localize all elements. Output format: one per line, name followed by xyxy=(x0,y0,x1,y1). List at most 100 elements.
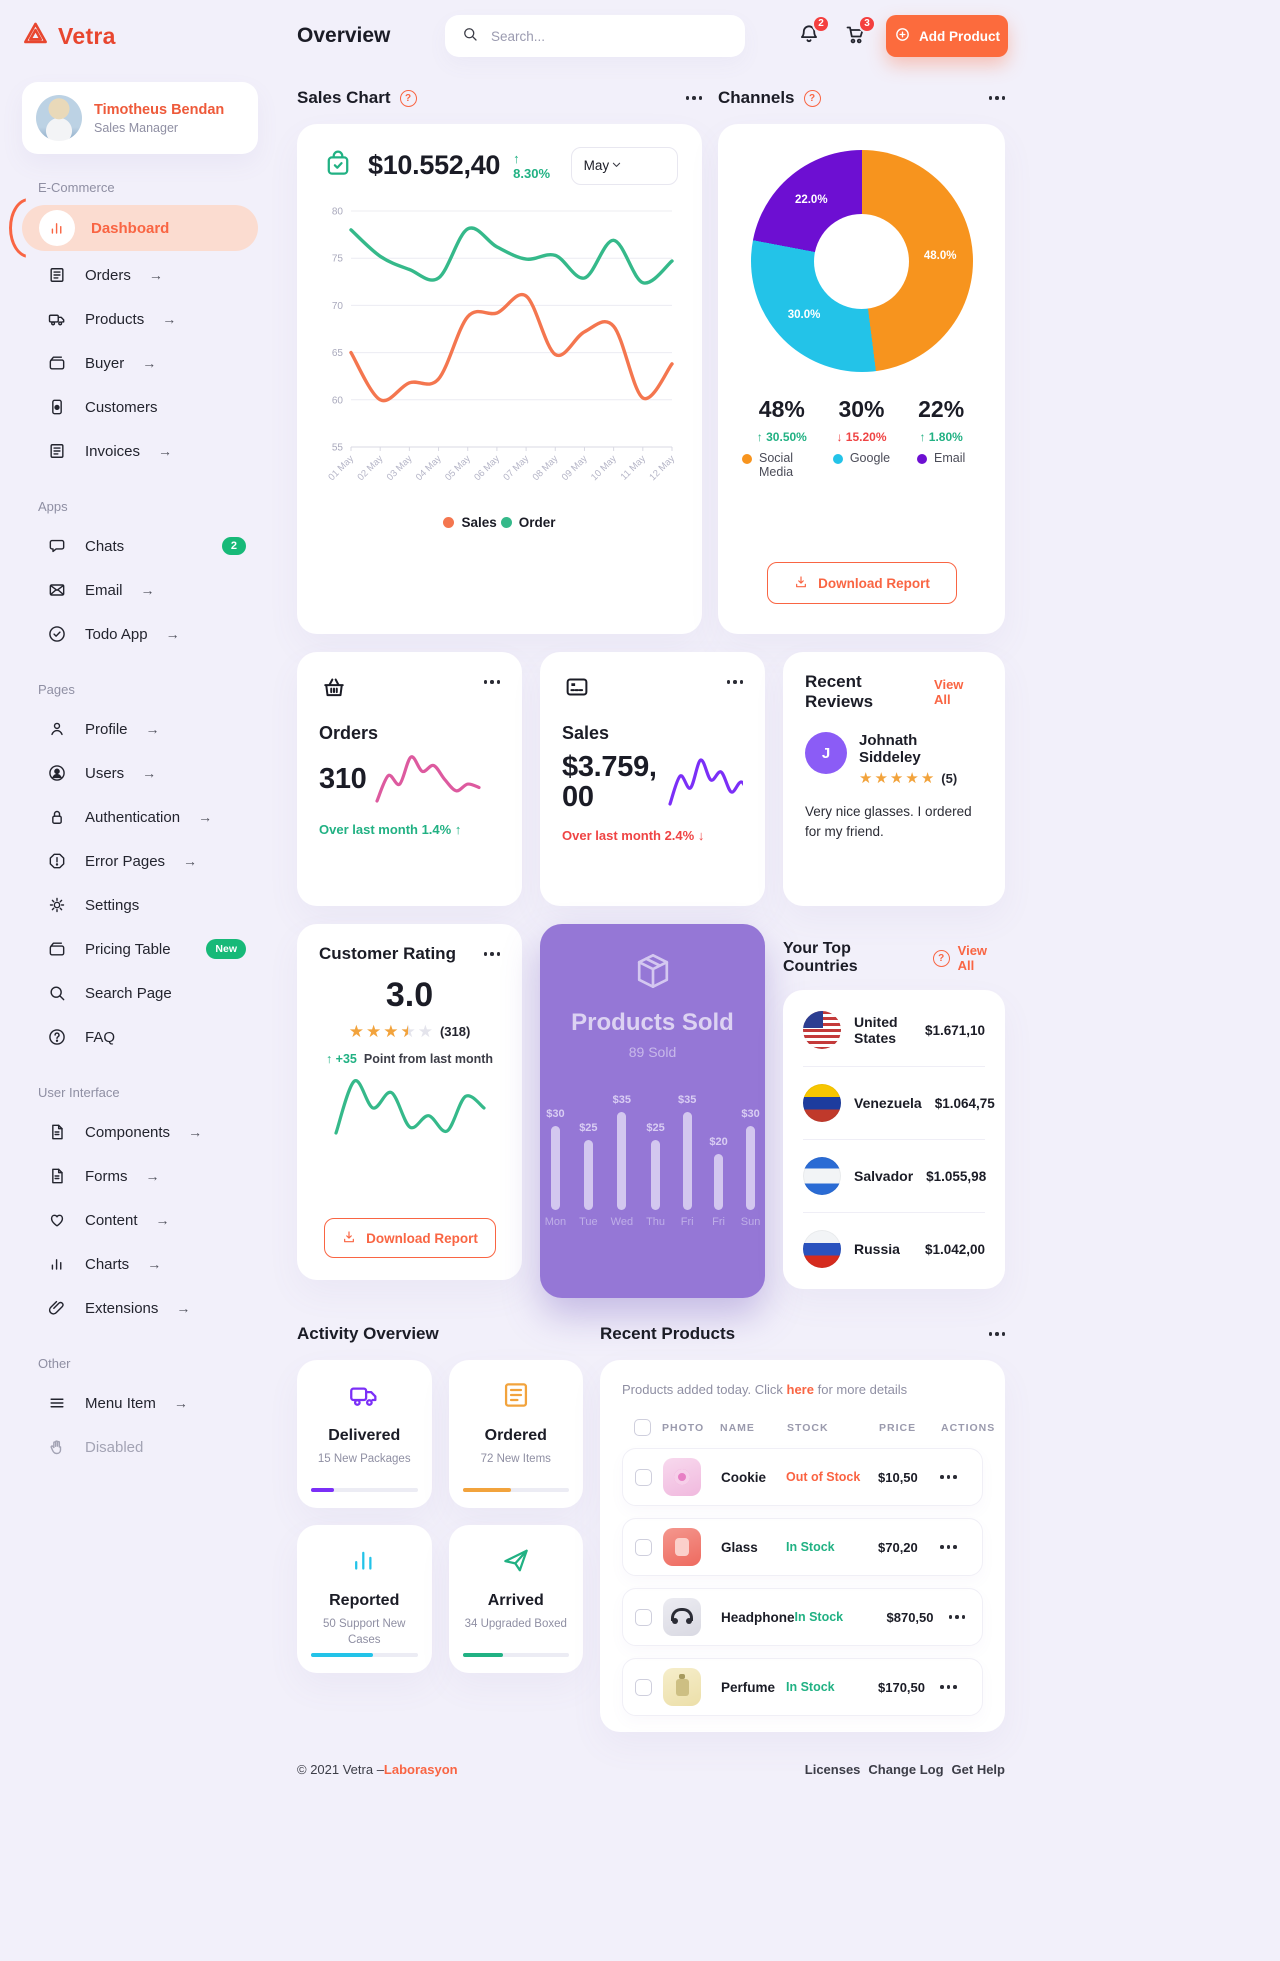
recent-products-title: Recent Products xyxy=(600,1324,736,1343)
help-icon[interactable]: ? xyxy=(803,89,821,107)
footer-link-licenses[interactable]: Licenses xyxy=(804,1762,861,1777)
products-sold-bar-chart: $30 Mon $25 Tue $35 Wed $25 Thu $35 Fri $20 Fri $30 S… xyxy=(545,1078,761,1228)
sidebar-item-orders[interactable]: Orders → xyxy=(22,253,258,297)
search-input[interactable] xyxy=(491,28,729,44)
bars-icon xyxy=(45,1254,69,1274)
more-menu[interactable] xyxy=(685,96,702,100)
table-row[interactable]: Cookie Out of Stock $10,50 xyxy=(622,1448,983,1506)
sidebar-item-profile[interactable]: Profile → xyxy=(22,707,258,751)
star-icon: ★ xyxy=(920,770,935,787)
row-checkbox[interactable] xyxy=(635,1678,652,1696)
bar-column: $25 Tue xyxy=(579,1122,598,1228)
more-menu[interactable] xyxy=(940,1545,970,1549)
brand-logo[interactable]: Vetra xyxy=(0,20,297,52)
top-countries-card: United States $1.671,10 Venezuela $1.064,75… xyxy=(783,990,1005,1289)
more-menu[interactable] xyxy=(940,1475,970,1479)
sidebar-item-email[interactable]: Email → xyxy=(22,568,258,612)
month-select[interactable]: May xyxy=(570,146,678,185)
sidebar-item-faq[interactable]: FAQ xyxy=(22,1015,258,1059)
country-row[interactable]: Venezuela $1.064,75 xyxy=(803,1067,995,1140)
sidebar-item-products[interactable]: Products → xyxy=(22,297,258,341)
sidebar-item-content[interactable]: Content → xyxy=(22,1198,258,1242)
reviews-view-all-link[interactable]: View All xyxy=(934,677,964,707)
more-menu[interactable] xyxy=(483,952,500,956)
sidebar-item-menu-item[interactable]: Menu Item → xyxy=(22,1381,258,1425)
table-row[interactable]: Glass In Stock $70,20 xyxy=(622,1518,983,1576)
footer-link-change-log[interactable]: Change Log xyxy=(868,1762,944,1777)
select-all-checkbox[interactable] xyxy=(634,1419,651,1436)
orders-title: Orders xyxy=(319,723,379,743)
table-row[interactable]: Perfume In Stock $170,50 xyxy=(622,1658,983,1716)
sidebar-item-chats[interactable]: Chats 2 xyxy=(22,524,258,568)
svg-text:05 May: 05 May xyxy=(443,453,473,483)
user-card[interactable]: Timotheus Bendan Sales Manager xyxy=(22,82,258,154)
sales-chart-header: Sales Chart ? xyxy=(297,88,702,108)
row-checkbox[interactable] xyxy=(635,1468,652,1486)
sidebar-item-todo-app[interactable]: Todo App → xyxy=(22,612,258,656)
product-name: Glass xyxy=(721,1539,758,1555)
star-icon: ★★ xyxy=(400,1022,416,1041)
arrow-icon: → xyxy=(145,1168,160,1184)
notifications-button[interactable]: 2 xyxy=(797,14,830,51)
sales-amount: $10.552,40 xyxy=(368,150,501,180)
sidebar-item-users[interactable]: Users → xyxy=(22,751,258,795)
sidebar-item-settings[interactable]: Settings xyxy=(22,883,258,927)
sidebar-item-label: Search Page xyxy=(85,984,172,1002)
sidebar-item-forms[interactable]: Forms → xyxy=(22,1154,258,1198)
help-icon[interactable]: ? xyxy=(932,949,950,967)
download-report-button[interactable]: Download Report xyxy=(323,1218,496,1258)
row-checkbox[interactable] xyxy=(635,1608,652,1626)
us-flag-icon xyxy=(803,1011,841,1049)
more-menu[interactable] xyxy=(726,680,743,684)
sidebar-item-dashboard[interactable]: Dashboard xyxy=(22,205,258,251)
more-menu[interactable] xyxy=(988,1332,1005,1336)
progress-bar xyxy=(311,1653,418,1657)
download-report-button[interactable]: Download Report xyxy=(766,562,957,604)
more-menu[interactable] xyxy=(483,680,500,684)
bar-value-label: $35 xyxy=(678,1094,697,1106)
sidebar-item-extensions[interactable]: Extensions → xyxy=(22,1286,258,1330)
add-product-button[interactable]: Add Product xyxy=(886,15,1008,57)
row-checkbox[interactable] xyxy=(635,1538,652,1556)
truck-icon xyxy=(45,309,69,329)
footer-link-get-help[interactable]: Get Help xyxy=(951,1762,1005,1777)
sidebar-item-customers[interactable]: Customers xyxy=(22,385,258,429)
cart-button[interactable]: 3 xyxy=(843,14,876,51)
country-row[interactable]: Salvador $1.055,98 xyxy=(803,1140,986,1213)
svg-text:08 May: 08 May xyxy=(531,453,561,483)
sidebar-item-pricing-table[interactable]: Pricing Table New xyxy=(22,927,258,971)
arrow-icon: → xyxy=(183,853,198,869)
channels-stats: 48% ↑ 30.50% Social Media 30% ↓ 15.20% Google… xyxy=(742,396,981,479)
sidebar-item-authentication[interactable]: Authentication → xyxy=(22,795,258,839)
channel-delta: ↑ 30.50% xyxy=(756,430,807,444)
bar-category-label: Mon xyxy=(544,1216,567,1228)
sidebar-item-invoices[interactable]: Invoices → xyxy=(22,429,258,473)
country-row[interactable]: United States $1.671,10 xyxy=(803,994,985,1067)
country-row[interactable]: Russia $1.042,00 xyxy=(803,1213,985,1285)
table-row[interactable]: Headphone In Stock $870,50 xyxy=(622,1588,983,1646)
column-header: PRICE xyxy=(879,1421,917,1434)
search-bar[interactable] xyxy=(445,15,745,57)
idcard-icon xyxy=(45,397,69,417)
file-icon xyxy=(45,1122,69,1142)
new-tag-badge: New xyxy=(206,939,246,959)
nav-section-label: Pages xyxy=(38,682,75,697)
sidebar-item-search-page[interactable]: Search Page xyxy=(22,971,258,1015)
sidebar-item-error-pages[interactable]: Error Pages → xyxy=(22,839,258,883)
sidebar-item-components[interactable]: Components → xyxy=(22,1110,258,1154)
sales-delta: ↑ 8.30% xyxy=(513,150,551,181)
ru-flag-icon xyxy=(803,1230,841,1268)
countries-view-all-link[interactable]: View All xyxy=(957,943,988,973)
sidebar-item-label: Settings xyxy=(85,896,140,914)
sidebar-item-buyer[interactable]: Buyer → xyxy=(22,341,258,385)
here-link[interactable]: here xyxy=(786,1382,814,1397)
more-menu[interactable] xyxy=(940,1685,970,1689)
product-stock: In Stock xyxy=(786,1540,835,1554)
footer: © 2021 Vetra – Laborasyon Licenses Change… xyxy=(297,1762,1005,1799)
sidebar-item-label: Extensions xyxy=(85,1299,159,1317)
more-menu[interactable] xyxy=(948,1615,979,1619)
sidebar-item-charts[interactable]: Charts → xyxy=(22,1242,258,1286)
help-icon[interactable]: ? xyxy=(399,89,417,107)
laborasyon-link[interactable]: Laborasyon xyxy=(383,1762,458,1777)
more-menu[interactable] xyxy=(988,96,1005,100)
